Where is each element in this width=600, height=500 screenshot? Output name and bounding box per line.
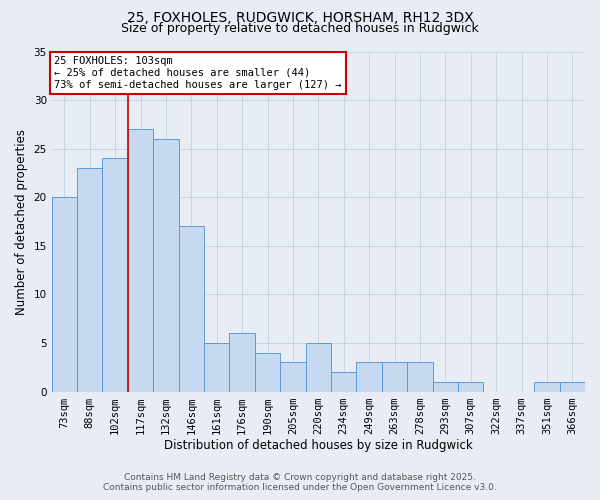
Bar xyxy=(305,343,331,392)
Bar xyxy=(534,382,560,392)
Bar xyxy=(204,343,229,392)
Text: 25, FOXHOLES, RUDGWICK, HORSHAM, RH12 3DX: 25, FOXHOLES, RUDGWICK, HORSHAM, RH12 3D… xyxy=(127,11,473,25)
Y-axis label: Number of detached properties: Number of detached properties xyxy=(15,128,28,314)
Bar xyxy=(560,382,585,392)
Bar xyxy=(52,197,77,392)
X-axis label: Distribution of detached houses by size in Rudgwick: Distribution of detached houses by size … xyxy=(164,440,473,452)
Bar xyxy=(103,158,128,392)
Bar xyxy=(433,382,458,392)
Bar xyxy=(229,334,255,392)
Bar xyxy=(331,372,356,392)
Bar xyxy=(356,362,382,392)
Bar xyxy=(458,382,484,392)
Bar xyxy=(179,226,204,392)
Bar xyxy=(407,362,433,392)
Text: Size of property relative to detached houses in Rudgwick: Size of property relative to detached ho… xyxy=(121,22,479,35)
Text: 25 FOXHOLES: 103sqm
← 25% of detached houses are smaller (44)
73% of semi-detach: 25 FOXHOLES: 103sqm ← 25% of detached ho… xyxy=(54,56,342,90)
Bar xyxy=(77,168,103,392)
Text: Contains HM Land Registry data © Crown copyright and database right 2025.
Contai: Contains HM Land Registry data © Crown c… xyxy=(103,473,497,492)
Bar xyxy=(382,362,407,392)
Bar xyxy=(153,139,179,392)
Bar xyxy=(255,352,280,392)
Bar xyxy=(128,129,153,392)
Bar xyxy=(280,362,305,392)
